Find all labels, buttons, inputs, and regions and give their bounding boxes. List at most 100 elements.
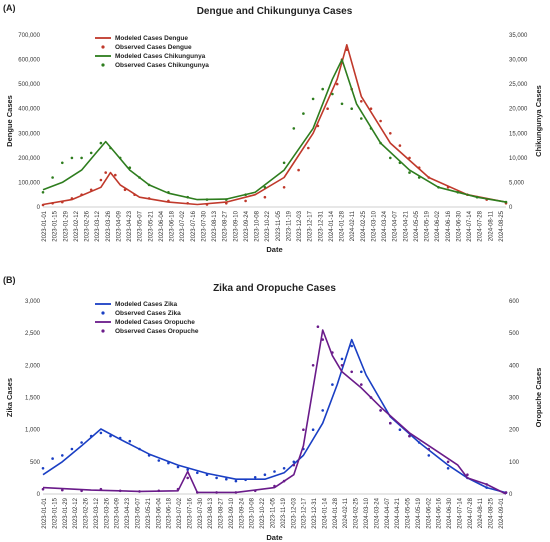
panel-a-observed-cases-dengue-point xyxy=(316,124,320,128)
panel-a-observed-cases-chikungunya-point xyxy=(263,186,267,189)
panel-b-observed-cases-zika-point xyxy=(485,486,489,489)
panel-a-y-right-tick: 10,000 xyxy=(509,156,528,162)
panel-b-x-tick: 2024-02-25 xyxy=(354,497,360,528)
panel-a-observed-cases-chikungunya-point xyxy=(70,156,74,160)
panel-b-observed-cases-oropuche-point xyxy=(360,383,363,386)
panel-b-y-right-tick: 500 xyxy=(509,331,520,337)
panel-a-y-left-tick: 500,000 xyxy=(18,82,40,88)
panel-a-x-tick: 2023-02-26 xyxy=(85,210,91,241)
panel-b-x-tick: 2023-06-04 xyxy=(156,497,162,528)
panel-b-x-tick: 2023-12-03 xyxy=(291,497,297,528)
panel-b-x-tick: 2023-07-30 xyxy=(198,497,204,528)
panel-a-x-tick: 2024-02-11 xyxy=(350,210,356,241)
panel-a-observed-cases-chikungunya-point xyxy=(147,183,151,187)
panel-a-observed-cases-dengue-point xyxy=(263,195,267,199)
panel-b-legend-label: Observed Cases Oropuche xyxy=(115,328,199,335)
panel-b-x-tick: 2023-12-31 xyxy=(312,497,318,528)
panel-a-legend-dot-swatch xyxy=(101,63,105,67)
panel-b-observed-cases-oropuche-point xyxy=(282,479,286,483)
panel-a-label: (A) xyxy=(3,3,16,13)
panel-b-observed-cases-zika-point xyxy=(157,459,161,462)
panel-b-observed-cases-zika-point xyxy=(263,473,267,477)
panel-a-observed-cases-chikungunya-point xyxy=(186,195,189,199)
panel-a-y-left-label: Dengue Cases xyxy=(5,95,14,147)
panel-a-y-right-tick: 0 xyxy=(509,205,513,211)
panel-a-observed-cases-chikungunya-point xyxy=(41,191,45,194)
panel-b-x-tick: 2024-04-21 xyxy=(395,497,401,528)
panel-b-x-tick: 2024-08-25 xyxy=(489,497,495,528)
panel-b-x-tick: 2023-10-22 xyxy=(260,497,266,528)
panel-b-observed-cases-zika-point xyxy=(292,460,296,464)
panel-a-x-tick: 2023-09-10 xyxy=(233,210,239,241)
panel-a-observed-cases-chikungunya-point xyxy=(80,156,83,160)
panel-a-x-tick: 2023-03-26 xyxy=(106,210,112,241)
panel-a-title: Dengue and Chikungunya Cases xyxy=(197,6,353,17)
panel-a-observed-cases-chikungunya-point xyxy=(437,186,440,189)
panel-b-observed-cases-oropuche-point xyxy=(157,489,161,493)
panel-b-observed-cases-zika-point xyxy=(253,476,257,479)
panel-b-observed-cases-zika-point xyxy=(244,478,247,482)
panel-a-observed-cases-dengue-point xyxy=(379,119,382,123)
panel-a-observed-cases-chikungunya-point xyxy=(302,112,305,115)
panel-a-observed-cases-chikungunya-point xyxy=(331,92,334,96)
panel-a-x-tick: 2024-08-25 xyxy=(499,210,505,241)
panel-b-x-tick: 2024-03-10 xyxy=(364,497,370,528)
panel-a-observed-cases-chikungunya-point xyxy=(350,107,354,110)
panel-b-x-tick: 2023-05-21 xyxy=(146,497,152,528)
panel-b-x-tick: 2024-03-24 xyxy=(374,497,380,528)
panel-b-x-tick: 2024-01-28 xyxy=(333,497,339,528)
panel-a-y-right-tick: 30,000 xyxy=(509,58,528,64)
panel-a-x-tick: 2023-01-15 xyxy=(53,210,59,241)
panel-a-observed-cases-dengue-point xyxy=(398,144,402,147)
panel-b-modeled-cases-zika-line xyxy=(42,338,507,494)
panel-b-observed-cases-zika-point xyxy=(311,428,315,432)
panel-b-y-right-tick: 300 xyxy=(509,396,520,402)
panel-b-observed-cases-zika-point xyxy=(446,467,450,470)
panel-a-x-tick: 2023-05-07 xyxy=(138,210,144,241)
panel-a-x-tick: 2023-12-03 xyxy=(297,210,303,241)
panel-b-observed-cases-oropuche-point xyxy=(331,351,334,354)
panel-b-observed-cases-oropuche-point xyxy=(80,489,83,493)
panel-a-x-tick: 2023-08-13 xyxy=(212,210,218,241)
panel-a-observed-cases-chikungunya-point xyxy=(369,127,373,130)
panel-a-x-tick: 2023-02-12 xyxy=(74,210,80,241)
panel-a-observed-cases-dengue-point xyxy=(41,203,45,207)
panel-a-observed-cases-dengue-point xyxy=(147,197,151,200)
panel-b-x-tick: 2023-09-24 xyxy=(239,497,245,528)
panel-b-x-tick: 2023-12-17 xyxy=(302,497,308,528)
panel-b-observed-cases-oropuche-point xyxy=(138,490,141,493)
panel-b-x-tick: 2024-06-02 xyxy=(426,497,432,528)
panel-b-observed-cases-oropuche-point xyxy=(466,473,469,477)
panel-a-y-right-tick: 35,000 xyxy=(509,33,528,39)
panel-b-x-tick: 2023-04-23 xyxy=(125,497,131,528)
panel-b-modeled-cases-oropuche-line xyxy=(42,329,507,495)
panel-b-x-tick: 2023-10-08 xyxy=(250,497,256,528)
panel-a-observed-cases-chikungunya-point xyxy=(379,141,382,145)
panel-a-x-tick: 2023-06-18 xyxy=(170,210,176,241)
panel-a-x-tick: 2023-01-01 xyxy=(42,210,48,241)
panel-a-observed-cases-dengue-point xyxy=(417,166,421,169)
panel-b-observed-cases-zika-point xyxy=(167,461,170,465)
panel-b-legend-dot-swatch xyxy=(101,311,105,315)
panel-b-observed-cases-oropuche-point xyxy=(215,491,218,494)
panel-a-x-tick: 2023-04-23 xyxy=(127,210,133,241)
panel-b-observed-cases-oropuche-point xyxy=(41,487,45,491)
panel-b-legend-dot-swatch xyxy=(101,329,105,333)
panel-b-observed-cases-oropuche-point xyxy=(369,396,373,399)
panel-a-x-tick: 2023-11-05 xyxy=(276,210,282,241)
panel-a-observed-cases-chikungunya-point xyxy=(360,117,363,120)
panel-b-observed-cases-zika-point xyxy=(273,470,276,473)
panel-b-y-right-label: Oropuche Cases xyxy=(534,368,543,428)
panel-a-x-tick: 2023-07-30 xyxy=(201,210,207,241)
panel-a-x-label: Date xyxy=(266,245,282,254)
panel-b-observed-cases-zika-point xyxy=(128,439,132,443)
panel-a-observed-cases-chikungunya-point xyxy=(89,151,93,155)
panel-a-observed-cases-chikungunya-point xyxy=(51,176,54,179)
panel-a-observed-cases-dengue-point xyxy=(80,193,83,196)
panel-b-observed-cases-zika-point xyxy=(147,454,151,457)
panel-a-observed-cases-dengue-point xyxy=(225,202,228,205)
panel-b-y-right-tick: 600 xyxy=(509,299,520,305)
panel-a-x-tick: 2024-02-25 xyxy=(361,210,367,241)
panel-b-observed-cases-oropuche-point xyxy=(118,489,122,493)
panel-b-observed-cases-oropuche-point xyxy=(446,460,450,464)
